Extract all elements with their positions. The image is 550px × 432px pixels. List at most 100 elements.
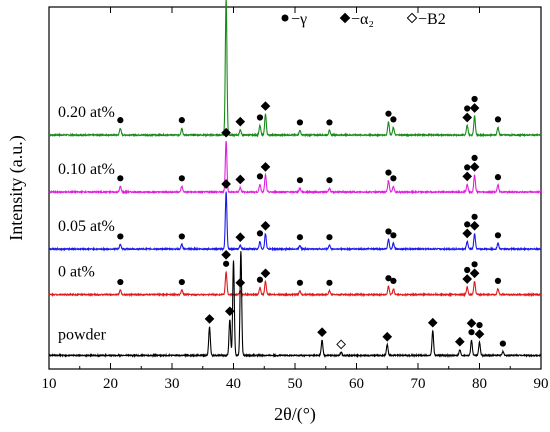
alpha2-marker [235,232,246,243]
alpha2-marker [235,116,246,127]
alpha2-marker [462,112,473,123]
alpha2-marker [469,268,480,279]
alpha2-marker [462,171,473,182]
gamma-marker [326,234,333,241]
gamma-marker [296,279,304,286]
series-line [48,251,542,359]
gamma-marker [464,266,471,274]
gamma-marker [390,175,397,182]
b2-marker [336,339,346,350]
gamma-marker [178,233,185,240]
gamma-marker [476,322,483,329]
legend-label: −α₂ [351,11,374,28]
gamma-marker [117,233,124,240]
x-tick-label: 90 [534,376,549,392]
series-label: 0.20 at% [58,104,115,121]
gamma-marker [178,117,185,124]
alpha2-marker [469,103,480,113]
series-label: 0.10 at% [58,161,115,178]
x-tick-label: 70 [411,376,426,392]
gamma-marker [178,278,185,286]
x-tick-label: 60 [349,376,364,392]
alpha2-marker [454,336,465,347]
alpha2-marker [260,101,271,111]
series-label: 0 at% [58,264,95,281]
gamma-marker [471,213,478,220]
gamma-marker [385,169,392,176]
alpha2-marker [469,220,480,231]
legend: −γ −α₂ −B2 [281,11,446,28]
x-tick-label: 80 [472,376,487,392]
alpha2-marker [221,127,231,138]
legend-gamma-symbol [281,14,289,22]
series-label: powder [58,326,107,343]
x-tick-label: 20 [103,376,118,392]
legend-b2-symbol [406,12,418,24]
gamma-marker [256,114,264,121]
gamma-marker [326,279,333,286]
gamma-marker [464,164,471,171]
gamma-marker [326,177,333,184]
gamma-marker [117,175,124,182]
x-tick-label: 10 [42,376,57,392]
x-tick-label: 50 [288,376,303,392]
gamma-marker [464,105,471,112]
alpha2-marker [462,228,473,239]
alpha2-marker [235,277,246,288]
alpha2-marker [317,327,327,338]
series-label: 0.05 at% [58,218,115,235]
series-line [48,270,542,298]
gamma-marker [385,228,392,235]
gamma-marker [468,329,475,336]
alpha2-marker [382,331,393,342]
gamma-marker [296,177,304,184]
gamma-marker [494,277,502,284]
plot-frame [48,6,542,370]
alpha2-marker [221,179,231,189]
gamma-marker [117,117,124,124]
x-axis-label: 2θ/(°) [274,404,316,425]
alpha2-marker [221,249,231,260]
gamma-marker [471,95,478,103]
gamma-marker [223,260,230,267]
gamma-marker [385,275,392,282]
markers-layer [117,95,506,350]
gamma-marker [494,116,502,123]
gamma-marker [117,278,124,286]
alpha2-marker [462,274,473,284]
series-labels: 0.20 at% 0.10 at% 0.05 at% 0 at% powder [58,104,115,343]
gamma-marker [326,119,333,126]
alpha2-marker [204,314,215,324]
gamma-marker [385,110,392,117]
gamma-marker [464,221,471,228]
series-layer [48,0,542,359]
gamma-marker [471,261,478,268]
alpha2-marker [466,318,477,329]
gamma-marker [256,173,264,180]
gamma-marker [494,174,502,181]
legend-label: −γ [291,11,307,28]
gamma-marker [296,234,304,241]
alpha2-marker [260,268,271,279]
y-axis-label: Intensity (a.u.) [6,135,27,240]
gamma-marker [390,232,397,239]
alpha2-marker [260,220,271,231]
alpha2-marker [224,306,235,317]
x-tick-label: 40 [226,376,241,392]
gamma-marker [256,276,264,283]
series-line [48,0,542,138]
gamma-marker [256,230,264,237]
gamma-marker [296,119,304,126]
alpha2-marker [260,162,271,172]
gamma-marker [390,277,397,284]
legend-label: −B2 [418,11,446,28]
gamma-marker [178,175,185,182]
alpha2-marker [427,317,438,328]
gamma-marker [390,116,397,123]
alpha2-marker [474,329,485,339]
gamma-marker [471,154,478,161]
gamma-marker [499,340,506,347]
series-line [48,191,542,252]
series-line [48,140,542,195]
